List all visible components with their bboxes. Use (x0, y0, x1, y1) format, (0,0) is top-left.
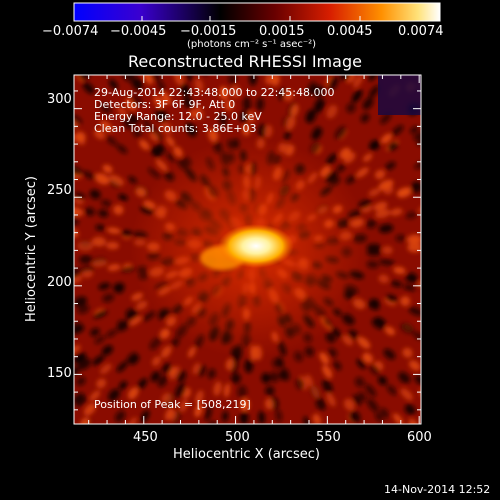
y-axis-label: Heliocentric Y (arcsec) (24, 176, 39, 322)
colorbar-frame (73, 2, 441, 22)
energy-range-text: Energy Range: 12.0 - 25.0 keV (94, 110, 262, 123)
x-tick-label: 550 (316, 430, 341, 445)
y-tick-label: 150 (47, 366, 72, 381)
detectors-text: Detectors: 3F 6F 9F, Att 0 (94, 98, 236, 111)
axis-tick-marks (74, 75, 421, 424)
colorbar-tick-label: −0.0045 (110, 24, 167, 39)
x-tick-label: 600 (407, 430, 432, 445)
colorbar-tick-label: 0.0045 (327, 24, 373, 39)
colorbar-gradient (74, 3, 440, 21)
colorbar-unit-label: (photons cm⁻² s⁻¹ asec⁻²) (187, 39, 317, 50)
colorbar-tick-label: 0.0074 (398, 24, 444, 39)
y-tick-label: 300 (47, 92, 72, 107)
y-tick-label: 250 (47, 183, 72, 198)
colorbar-ticks (73, 16, 441, 21)
peak-position-text: Position of Peak = [508,219] (94, 398, 251, 411)
reconstructed-image (74, 75, 421, 424)
colorbar-tick-label: −0.0074 (42, 24, 99, 39)
colorbar-tick-label: 0.0015 (259, 24, 305, 39)
footer-date: 14-Nov-2014 12:52 (384, 483, 491, 496)
plot-title: Reconstructed RHESSI Image (128, 52, 362, 71)
x-tick-label: 450 (133, 430, 158, 445)
plot-frame (73, 74, 422, 425)
time-range-text: 29-Aug-2014 22:43:48.000 to 22:45:48.000 (94, 86, 335, 99)
y-tick-label: 200 (47, 275, 72, 290)
colorbar-tick-label: −0.0015 (180, 24, 237, 39)
clean-counts-text: Clean Total counts: 3.86E+03 (94, 122, 257, 135)
flare-source (218, 224, 294, 268)
x-tick-label: 500 (225, 430, 250, 445)
x-axis-label: Heliocentric X (arcsec) (173, 447, 320, 462)
